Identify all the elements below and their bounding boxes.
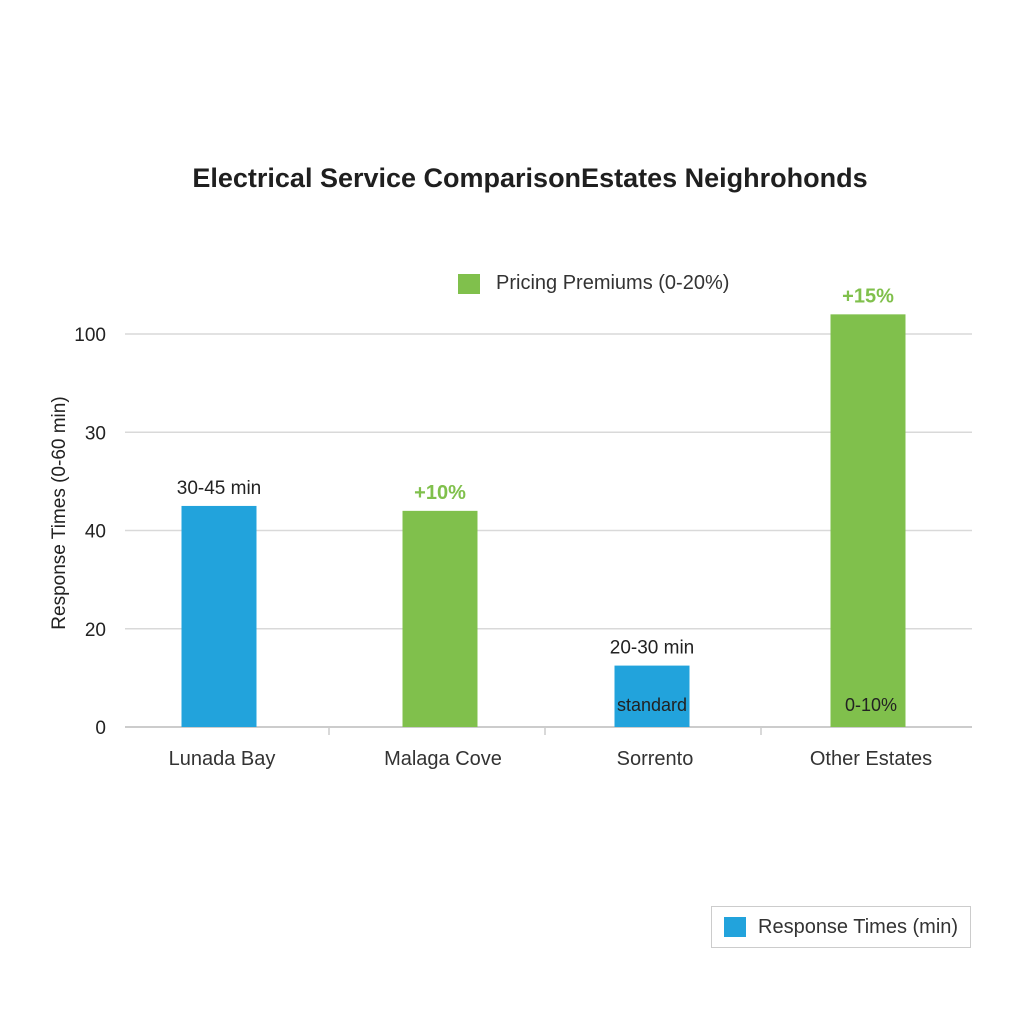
legend-swatch-green (458, 273, 480, 294)
bar-label: 30-45 min (177, 478, 262, 499)
y-tick-label: 30 (85, 423, 106, 444)
x-tick-label: Other Estates (810, 748, 932, 770)
legend-label: Response Times (min) (758, 915, 959, 938)
y-tick-label: 100 (74, 325, 106, 346)
bar-malaga-cove (402, 510, 478, 727)
y-tick-label: 40 (85, 522, 106, 543)
bar-label: 20-30 min (610, 638, 695, 659)
legend-label: Pricing Premiums (0-20%) (496, 272, 730, 294)
chart-title: Electrical Service ComparisonEstates Nei… (192, 163, 868, 193)
bar-sorrento (614, 665, 690, 727)
legend-swatch-blue (724, 917, 746, 937)
bar-lunada-bay (181, 505, 257, 727)
bar-label: +10% (414, 482, 466, 504)
x-tick-label: Lunada Bay (169, 748, 276, 770)
y-tick-label: 0 (95, 718, 106, 739)
bar-inside-label: standard (617, 695, 687, 715)
legend-pricing: Pricing Premiums (0-20%) (458, 272, 729, 295)
bar-inside-label: 0-10% (845, 695, 897, 715)
bar-other-estates (830, 314, 906, 727)
x-tick-label: Sorrento (617, 748, 694, 770)
legend-response: Response Times (min) (711, 906, 971, 948)
bar-label: +15% (842, 285, 894, 307)
y-tick-label: 20 (85, 620, 106, 641)
x-tick-label: Malaga Cove (384, 748, 502, 770)
